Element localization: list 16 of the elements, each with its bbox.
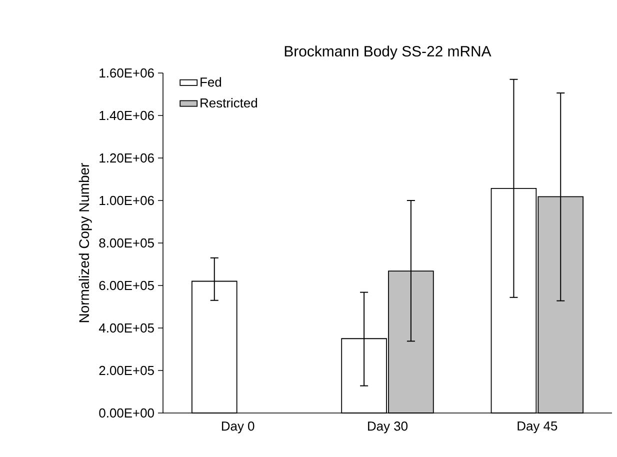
x-tick-label: Day 0	[222, 422, 254, 434]
y-tick-label: 6.00E+05	[99, 280, 154, 290]
x-tick-label: Day 30	[368, 422, 408, 434]
y-tick-label: 8.00E+05	[99, 238, 154, 248]
y-tick-label: 1.60E+06	[100, 68, 154, 78]
y-tick-label: 4.00E+05	[98, 323, 154, 333]
x-tick-label: Day 45	[518, 422, 558, 434]
legend-label: Restricted	[200, 98, 258, 108]
y-tick-label: 1.20E+06	[100, 153, 154, 163]
y-tick-label: 0.00E+00	[99, 408, 154, 418]
y-axis-title: Normalized Copy Number	[78, 163, 92, 322]
y-tick-label: 2.00E+05	[99, 366, 154, 376]
chart-title: Brockmann Body SS-22 mRNA	[284, 46, 492, 60]
y-tick-label: 1.40E+06	[100, 110, 154, 120]
legend-label: Fed	[200, 77, 222, 87]
y-tick-label: 1.00E+06	[100, 196, 154, 206]
